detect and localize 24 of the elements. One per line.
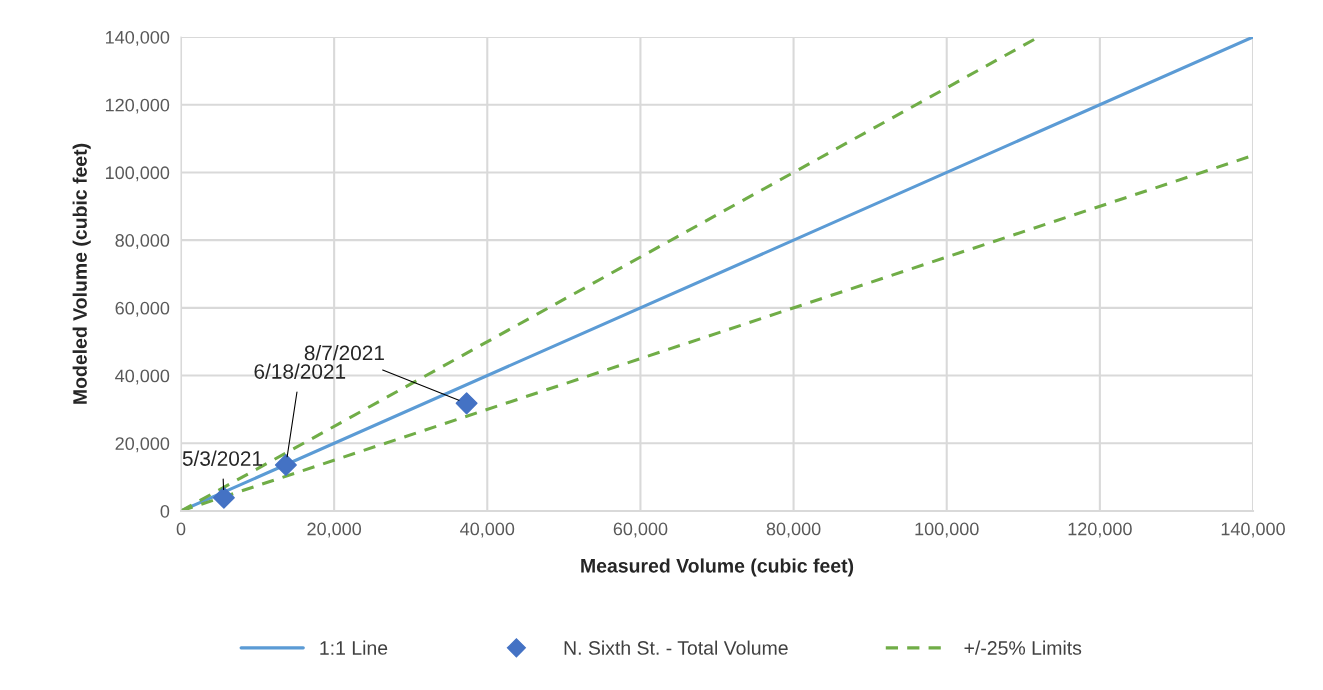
x-axis-title: Measured Volume (cubic feet): [581, 558, 854, 577]
y-tick-label: 60,000: [115, 301, 170, 317]
x-tick-label: 60,000: [613, 522, 668, 538]
x-tick-label: 80,000: [766, 522, 821, 538]
y-tick-label: 20,000: [115, 437, 170, 453]
y-axis-title: Modeled Volume (cubic feet): [72, 143, 91, 404]
x-tick-label: 100,000: [915, 522, 979, 538]
legend-label: 1:1 Line: [320, 640, 388, 655]
y-tick-label: 140,000: [106, 30, 170, 46]
x-tick-label: 120,000: [1068, 522, 1132, 538]
x-tick-label: 0: [176, 522, 186, 536]
x-tick-label: 20,000: [307, 522, 362, 538]
y-tick-label: 100,000: [106, 166, 170, 182]
annotation: 8/7/2021: [304, 345, 384, 361]
annotation: 6/18/2021: [254, 363, 346, 379]
y-tick-label: 120,000: [106, 98, 170, 114]
legend-label: +/-25% Limits: [964, 640, 1082, 655]
annotation: 5/3/2021: [182, 450, 263, 466]
y-tick-label: 0: [160, 504, 170, 518]
x-tick-label: 40,000: [460, 522, 515, 538]
y-tick-label: 80,000: [115, 234, 170, 249]
legend-label: N. Sixth St. - Total Volume: [564, 640, 788, 655]
x-tick-label: 140,000: [1221, 522, 1285, 538]
y-tick-label: 40,000: [115, 369, 170, 385]
